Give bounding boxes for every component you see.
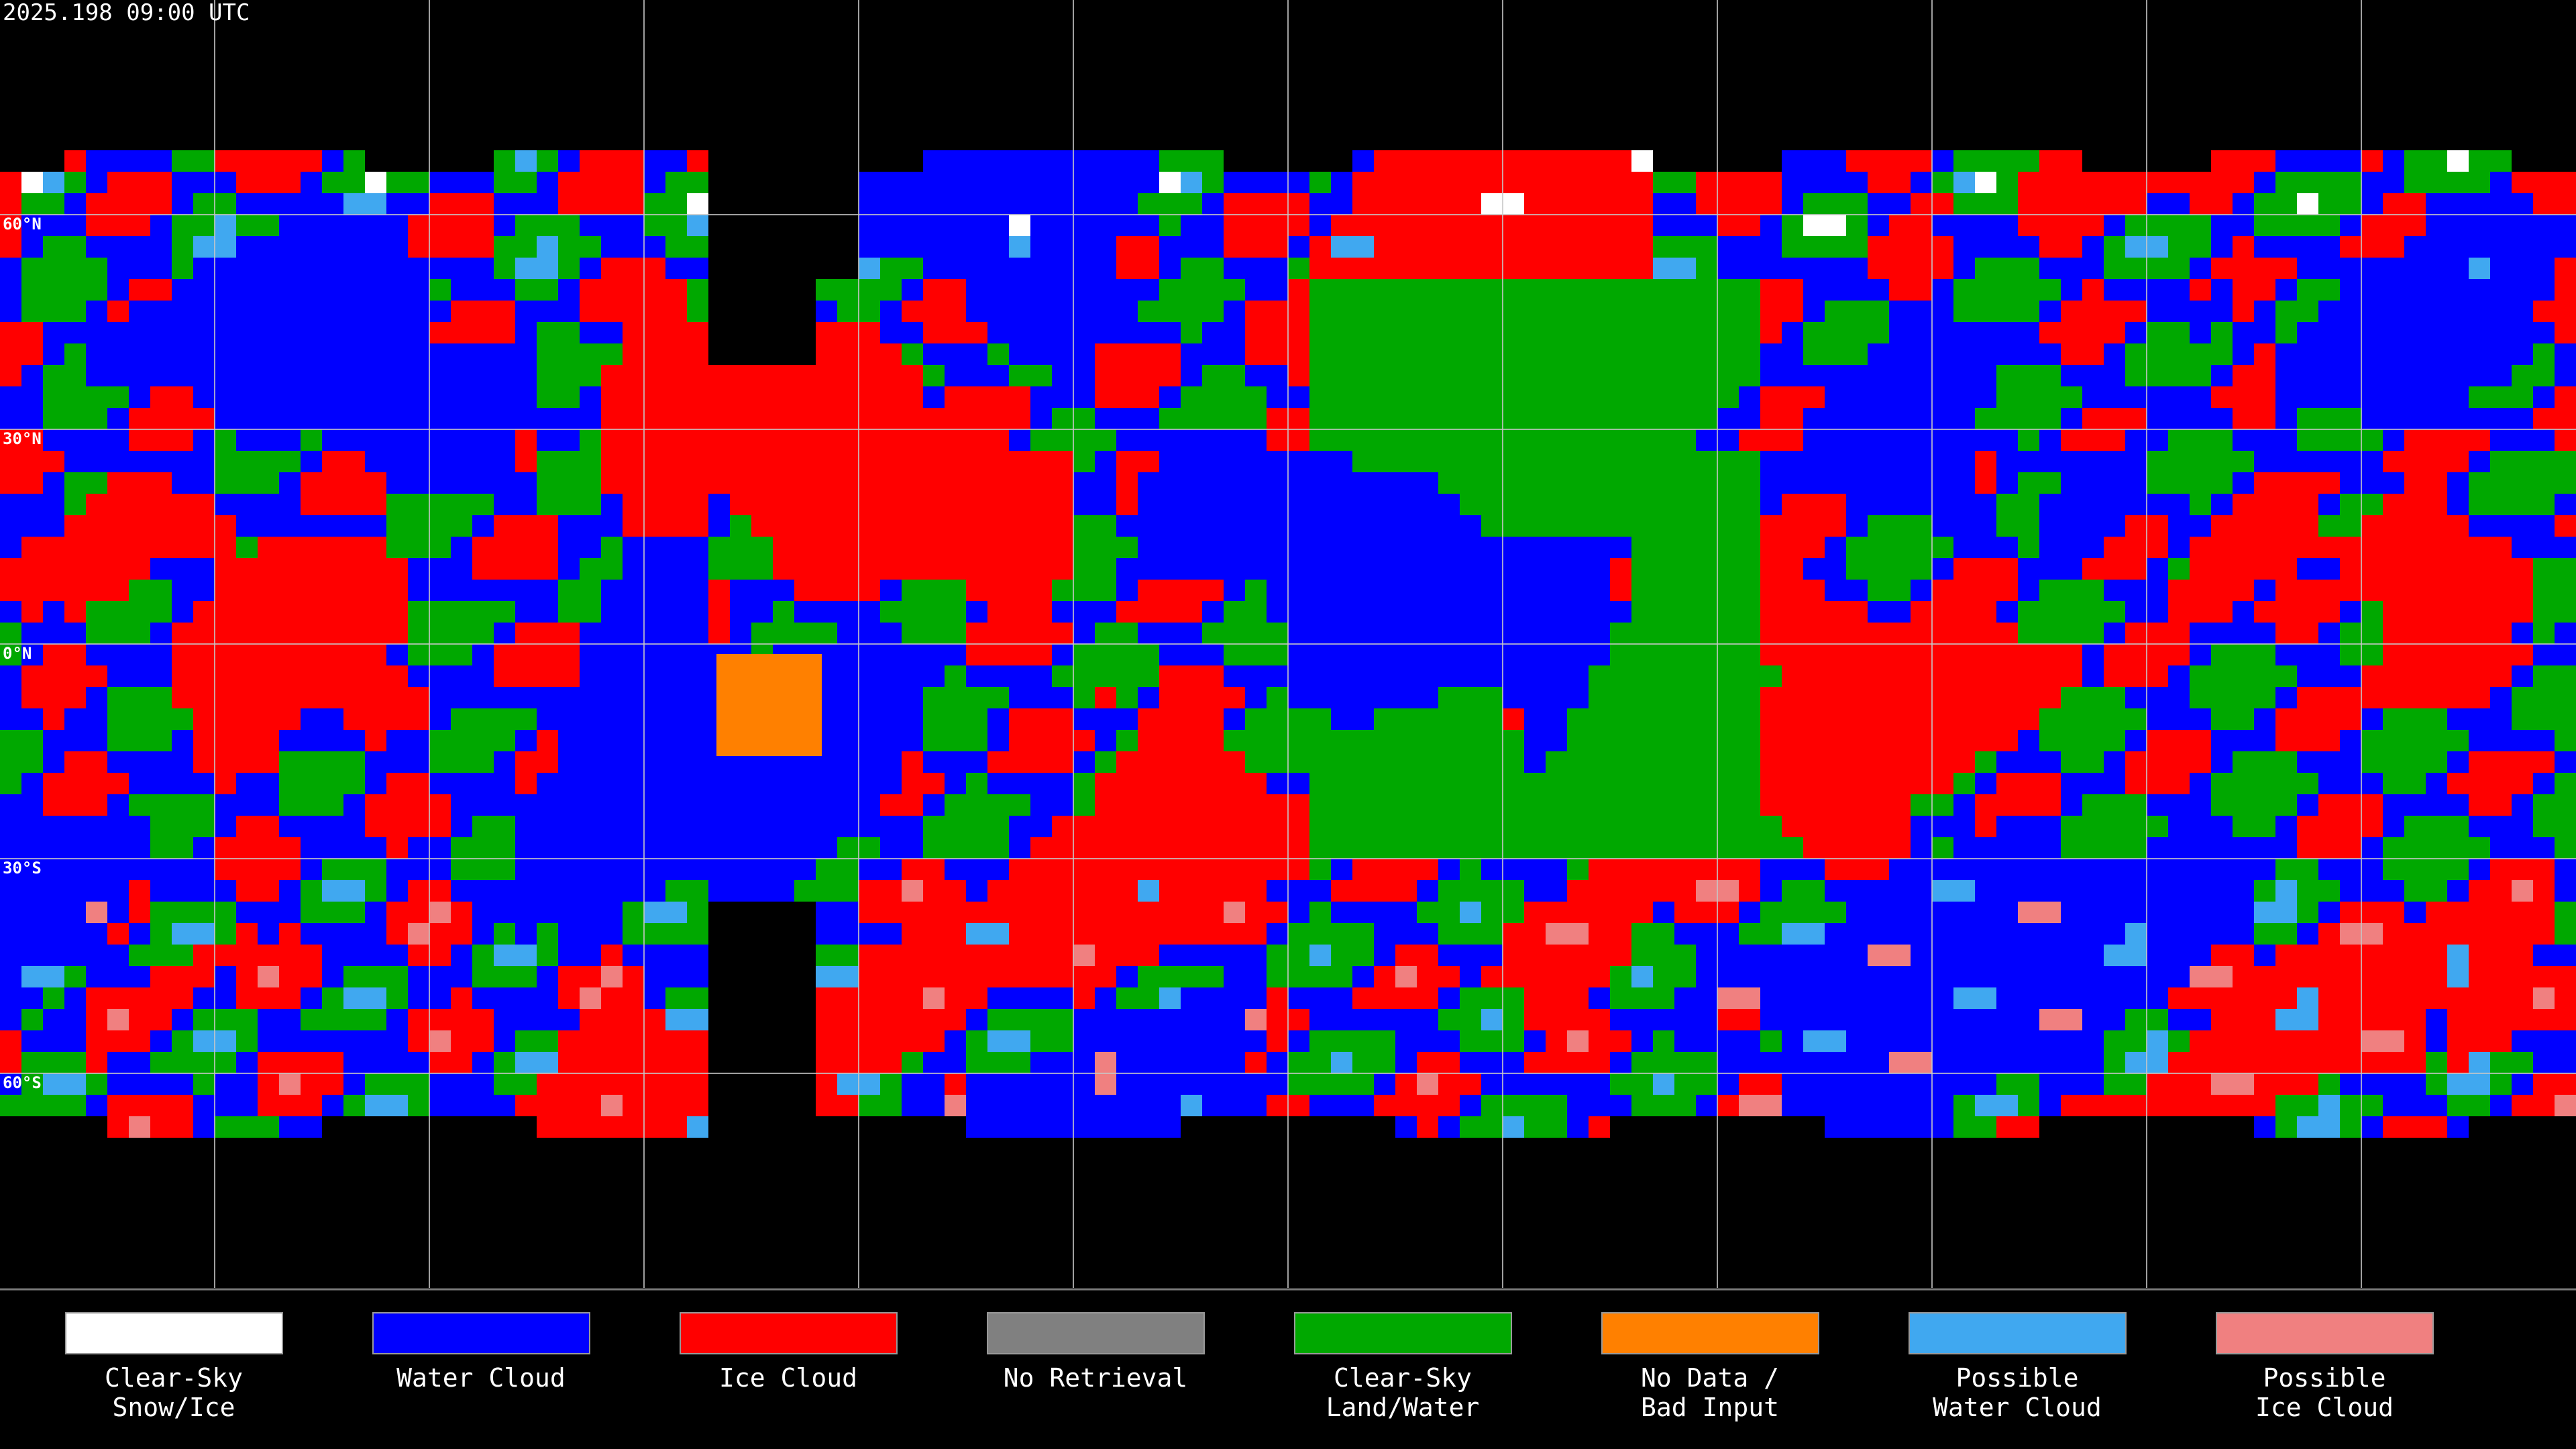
legend-swatch	[680, 1312, 898, 1354]
legend-label: No Retrieval	[1004, 1363, 1188, 1393]
latitude-label: 30°N	[3, 429, 42, 448]
legend-label: No Data /	[1641, 1363, 1779, 1393]
legend-label: Clear-Sky	[1334, 1363, 1472, 1393]
legend-swatch	[1909, 1312, 2127, 1354]
no-data-block	[716, 654, 822, 756]
latitude-label: 0°N	[3, 644, 32, 663]
latitude-label: 60°N	[3, 215, 42, 233]
legend-label: Snow/Ice	[112, 1393, 235, 1422]
legend-label: Water Cloud	[1933, 1393, 2102, 1422]
latitude-label: 60°S	[3, 1073, 42, 1092]
legend-swatch	[1294, 1312, 1512, 1354]
legend-label: Possible	[2263, 1363, 2385, 1393]
legend-label: Possible	[1955, 1363, 2078, 1393]
legend-label: Land/Water	[1326, 1393, 1480, 1422]
legend-label: Clear-Sky	[105, 1363, 243, 1393]
legend-swatch	[372, 1312, 590, 1354]
cloud-phase-region	[86, 880, 2576, 1138]
latitude-label: 30°S	[3, 859, 42, 877]
timestamp: 2025.198 09:00 UTC	[3, 0, 250, 26]
legend-swatch	[987, 1312, 1205, 1354]
legend-swatch	[2216, 1312, 2434, 1354]
legend-swatch	[1601, 1312, 1819, 1354]
latitude-labels: 60°N 30°N 0°N 30°S 60°S	[3, 215, 42, 1092]
legend-label: Water Cloud	[396, 1363, 566, 1393]
legend-swatch	[65, 1312, 283, 1354]
graticule	[0, 0, 2576, 1288]
legend-label: Ice Cloud	[2255, 1393, 2394, 1422]
legend-label: Ice Cloud	[719, 1363, 857, 1393]
legend-label: Bad Input	[1641, 1393, 1779, 1422]
